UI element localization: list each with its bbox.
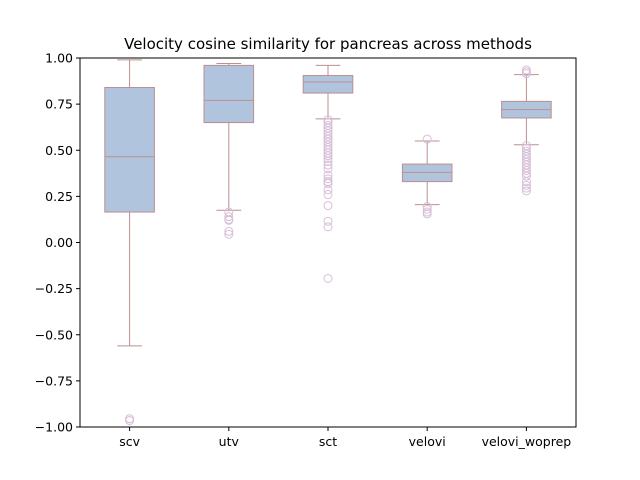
outlier-point — [521, 171, 531, 181]
outlier-point — [323, 151, 333, 161]
outlier-point — [521, 183, 531, 193]
y-tick-label: 1.00 — [45, 51, 73, 66]
outlier-point — [521, 186, 531, 196]
x-tick-label-scv: scv — [119, 434, 140, 449]
y-tick-label: 0.50 — [45, 143, 73, 158]
x-tick-label-velovi_woprep: velovi_woprep — [482, 434, 572, 449]
outlier-point — [323, 185, 333, 195]
outlier-point — [323, 273, 333, 283]
outlier-point — [422, 202, 432, 212]
outlier-point — [323, 216, 333, 226]
iqr-box — [104, 87, 155, 213]
y-tick-label: 0.00 — [45, 235, 73, 250]
outlier-point — [224, 229, 234, 239]
y-tick-label: −0.50 — [35, 327, 73, 342]
box-velovi — [401, 134, 453, 219]
outlier-point — [521, 166, 531, 176]
x-tick-label-sct: sct — [319, 434, 337, 449]
y-tick-label: 0.25 — [45, 189, 73, 204]
boxes-layer — [104, 59, 552, 426]
outlier-point — [422, 134, 432, 144]
x-axis: scv utv sct velovi velovi_woprep — [119, 427, 571, 449]
outlier-point — [323, 178, 333, 188]
outlier-point — [323, 156, 333, 166]
y-tick-label: −0.75 — [35, 373, 73, 388]
box-scv — [104, 59, 155, 426]
outlier-point — [323, 222, 333, 232]
outlier-point — [323, 164, 333, 174]
box-velovi_woprep — [501, 65, 552, 196]
outlier-point — [323, 160, 333, 170]
iqr-box — [302, 75, 354, 94]
outlier-point — [323, 190, 333, 200]
outlier-point — [125, 416, 135, 426]
outlier-point — [422, 209, 432, 219]
outlier-point — [521, 177, 531, 187]
chart-title: Velocity cosine similarity for pancreas … — [124, 35, 532, 53]
y-tick-label: −0.25 — [35, 281, 73, 296]
outlier-point — [323, 174, 333, 184]
outlier-point — [125, 414, 135, 424]
outlier-point — [323, 201, 333, 211]
outlier-point — [224, 212, 234, 222]
y-axis: −1.00 −0.75 −0.50 −0.25 0.00 0.25 0.50 0.75 1.00 — [35, 51, 80, 435]
box-sct — [302, 64, 354, 283]
outlier-point — [521, 69, 531, 79]
outlier-point — [224, 215, 234, 225]
outlier-point — [224, 226, 234, 236]
iqr-box — [203, 64, 255, 124]
outlier-point — [422, 204, 432, 214]
box-utv — [203, 63, 255, 239]
outlier-point — [323, 154, 333, 164]
x-tick-label-utv: utv — [219, 434, 240, 449]
y-tick-label: −1.00 — [35, 420, 73, 435]
outlier-point — [521, 180, 531, 190]
x-tick-label-velovi: velovi — [409, 434, 446, 449]
y-tick-label: 0.75 — [45, 97, 73, 112]
